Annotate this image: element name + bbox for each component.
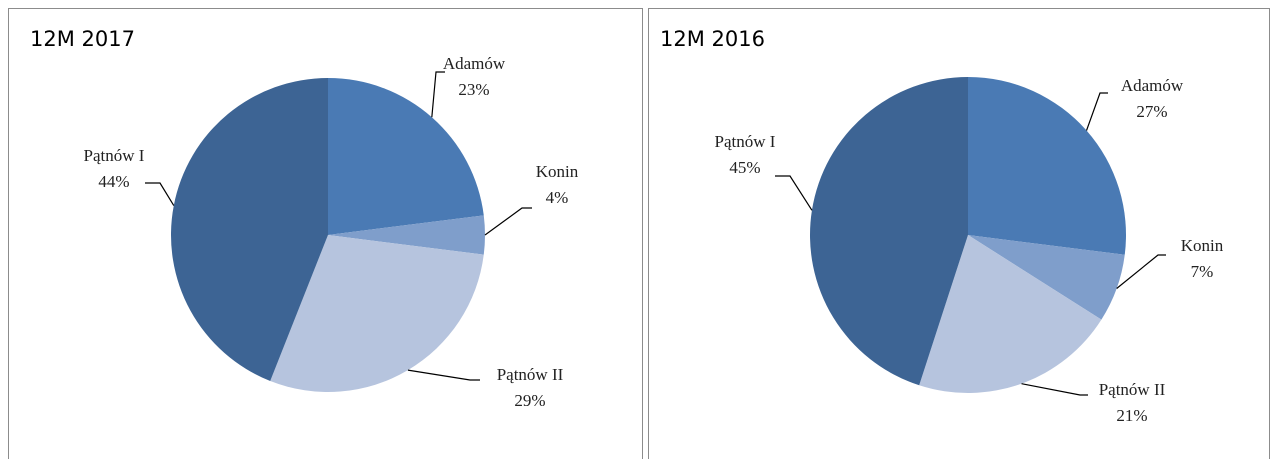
- data-label-name: Pątnów II: [497, 365, 564, 384]
- chart-title: 12M 2017: [30, 27, 135, 51]
- data-label-name: Konin: [1181, 236, 1224, 255]
- pie-slice: [328, 78, 484, 235]
- pie-slice: [968, 77, 1126, 255]
- leader-line: [407, 369, 480, 381]
- data-label-name: Adamów: [443, 54, 506, 73]
- pie-slice: [170, 78, 328, 381]
- data-label-value: 7%: [1191, 262, 1214, 281]
- data-label-value: 23%: [458, 80, 489, 99]
- data-label-name: Pątnów I: [715, 132, 776, 151]
- data-label-value: 29%: [514, 391, 545, 410]
- data-label-name: Adamów: [1121, 76, 1184, 95]
- data-label-value: 27%: [1136, 102, 1167, 121]
- leader-line: [431, 71, 445, 118]
- pie-slice: [810, 77, 968, 386]
- leader-line: [1085, 92, 1108, 131]
- data-label-value: 4%: [546, 188, 569, 207]
- leader-line: [1116, 254, 1166, 289]
- leader-line: [1021, 383, 1088, 396]
- pie-slice: [328, 215, 485, 255]
- data-label-name: Pątnów II: [1099, 380, 1166, 399]
- data-label-name: Pątnów I: [84, 146, 145, 165]
- pie-slice: [968, 235, 1125, 320]
- leader-line: [484, 207, 532, 236]
- pie-slice: [270, 235, 484, 392]
- data-label-name: Konin: [536, 162, 579, 181]
- data-label-value: 44%: [98, 172, 129, 191]
- leader-line: [775, 175, 813, 211]
- data-label-value: 45%: [729, 158, 760, 177]
- chart-title: 12M 2016: [660, 27, 765, 51]
- pie-slice: [919, 235, 1102, 393]
- leader-line: [145, 182, 175, 206]
- data-label-value: 21%: [1116, 406, 1147, 425]
